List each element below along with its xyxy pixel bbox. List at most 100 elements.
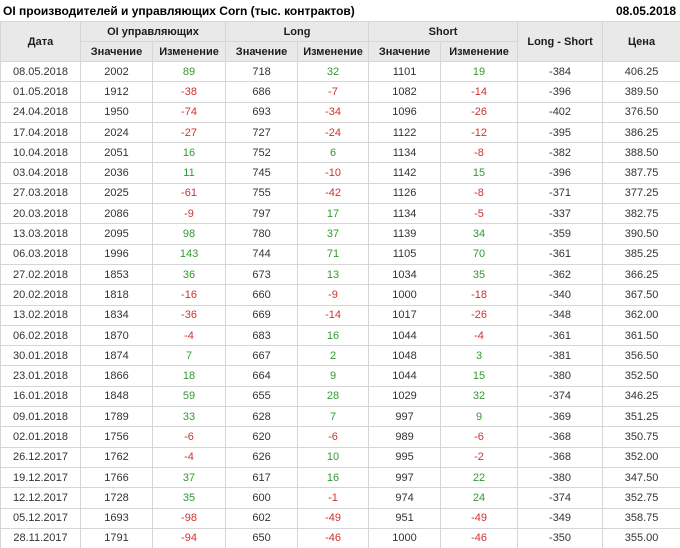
short-value-cell: 1017 xyxy=(368,304,442,326)
table-row: 06.02.2018 1870 -4 683 16 1044 -4 -361 361.50 xyxy=(0,324,680,347)
oi-value-cell: 2036 xyxy=(80,162,153,184)
group-header-oi: OI управляющих xyxy=(79,21,227,42)
short-change-cell: -18 xyxy=(440,284,519,306)
oi-value-cell: 2002 xyxy=(80,60,153,83)
long-change-cell: -10 xyxy=(297,162,370,184)
table-row: 27.03.2018 2025 -61 755 -42 1126 -8 -371 377.25 xyxy=(0,182,680,205)
date-cell: 20.03.2018 xyxy=(0,203,81,225)
long-short-cell: -368 xyxy=(517,446,604,468)
oi-change-cell: -94 xyxy=(151,527,227,548)
short-change-cell: -6 xyxy=(440,426,519,448)
date-cell: 23.01.2018 xyxy=(0,365,81,387)
long-change-cell: -24 xyxy=(297,121,370,144)
long-value-cell: 617 xyxy=(225,466,299,489)
oi-change-cell: -16 xyxy=(151,284,227,306)
date-cell: 30.01.2018 xyxy=(0,345,81,367)
long-short-cell: -402 xyxy=(517,101,604,123)
long-value-cell: 660 xyxy=(225,284,299,306)
short-change-cell: 70 xyxy=(440,243,519,265)
long-change-cell: 71 xyxy=(297,243,370,265)
oi-value-cell: 1912 xyxy=(80,81,153,103)
date-cell: 06.02.2018 xyxy=(0,324,81,347)
table-row: 20.02.2018 1818 -16 660 -9 1000 -18 -340 367.50 xyxy=(0,284,680,306)
short-change-cell: -46 xyxy=(440,527,519,548)
long-change-cell: 16 xyxy=(297,466,370,489)
oi-value-cell: 1693 xyxy=(80,507,153,529)
column-header-long-value: Значение xyxy=(225,41,299,62)
long-change-cell: 9 xyxy=(297,365,370,387)
short-value-cell: 1044 xyxy=(368,365,442,387)
long-short-cell: -381 xyxy=(517,345,604,367)
short-change-cell: -26 xyxy=(440,101,519,123)
column-header-short-change: Изменение xyxy=(440,41,519,62)
date-cell: 19.12.2017 xyxy=(0,466,81,489)
long-value-cell: 620 xyxy=(225,426,299,448)
date-cell: 13.02.2018 xyxy=(0,304,81,326)
long-value-cell: 669 xyxy=(225,304,299,326)
date-cell: 09.01.2018 xyxy=(0,406,81,428)
table-row: 08.05.2018 2002 89 718 32 1101 19 -384 406.25 xyxy=(0,60,680,83)
short-value-cell: 1048 xyxy=(368,345,442,367)
oi-value-cell: 2025 xyxy=(80,182,153,205)
long-change-cell: 28 xyxy=(297,385,370,408)
short-value-cell: 974 xyxy=(368,487,442,509)
long-short-cell: -337 xyxy=(517,203,604,225)
short-change-cell: -2 xyxy=(440,446,519,468)
price-cell: 389.50 xyxy=(602,81,680,103)
long-change-cell: 32 xyxy=(297,60,370,83)
date-cell: 27.02.2018 xyxy=(0,263,81,286)
oi-change-cell: -36 xyxy=(151,304,227,326)
price-cell: 347.50 xyxy=(602,466,680,489)
report-date: 08.05.2018 xyxy=(615,3,676,18)
price-cell: 376.50 xyxy=(602,101,680,123)
cot-table: Дата OI управляющих Long Short Long - Sh… xyxy=(0,21,680,548)
oi-value-cell: 1950 xyxy=(80,101,153,123)
column-header-date: Дата xyxy=(0,21,81,62)
table-row: 26.12.2017 1762 -4 626 10 995 -2 -368 352.00 xyxy=(0,446,680,468)
oi-value-cell: 1874 xyxy=(80,345,153,367)
short-value-cell: 1044 xyxy=(368,324,442,347)
table-row: 03.04.2018 2036 11 745 -10 1142 15 -396 387.75 xyxy=(0,162,680,184)
page-title: OI производителей и управляющих Corn (ты… xyxy=(3,3,355,18)
date-cell: 03.04.2018 xyxy=(0,162,81,184)
price-cell: 388.50 xyxy=(602,142,680,164)
long-value-cell: 667 xyxy=(225,345,299,367)
price-cell: 352.75 xyxy=(602,487,680,509)
price-cell: 366.25 xyxy=(602,263,680,286)
price-cell: 382.75 xyxy=(602,203,680,225)
price-cell: 390.50 xyxy=(602,223,680,245)
long-value-cell: 664 xyxy=(225,365,299,387)
price-cell: 355.00 xyxy=(602,527,680,548)
long-value-cell: 673 xyxy=(225,263,299,286)
short-value-cell: 997 xyxy=(368,466,442,489)
oi-value-cell: 2086 xyxy=(80,203,153,225)
long-value-cell: 693 xyxy=(225,101,299,123)
date-cell: 27.03.2018 xyxy=(0,182,81,205)
long-value-cell: 727 xyxy=(225,121,299,144)
short-change-cell: -12 xyxy=(440,121,519,144)
long-value-cell: 744 xyxy=(225,243,299,265)
date-cell: 26.12.2017 xyxy=(0,446,81,468)
price-cell: 406.25 xyxy=(602,60,680,83)
oi-change-cell: 98 xyxy=(151,223,227,245)
long-value-cell: 686 xyxy=(225,81,299,103)
long-short-cell: -362 xyxy=(517,263,604,286)
column-header-long-change: Изменение xyxy=(297,41,370,62)
column-header-long-short: Long - Short xyxy=(517,21,604,62)
long-value-cell: 752 xyxy=(225,142,299,164)
long-short-cell: -384 xyxy=(517,60,604,83)
long-short-cell: -396 xyxy=(517,81,604,103)
date-cell: 02.01.2018 xyxy=(0,426,81,448)
column-header-short-value: Значение xyxy=(368,41,442,62)
oi-change-cell: -98 xyxy=(151,507,227,529)
oi-change-cell: -9 xyxy=(151,203,227,225)
price-cell: 351.25 xyxy=(602,406,680,428)
short-change-cell: 24 xyxy=(440,487,519,509)
oi-change-cell: -38 xyxy=(151,81,227,103)
table-row: 02.01.2018 1756 -6 620 -6 989 -6 -368 350.75 xyxy=(0,426,680,448)
table-body: 08.05.2018 2002 89 718 32 1101 19 -384 406.25 01.… xyxy=(0,60,680,548)
long-short-cell: -374 xyxy=(517,385,604,408)
long-short-cell: -349 xyxy=(517,507,604,529)
long-change-cell: -7 xyxy=(297,81,370,103)
oi-change-cell: 143 xyxy=(151,243,227,265)
